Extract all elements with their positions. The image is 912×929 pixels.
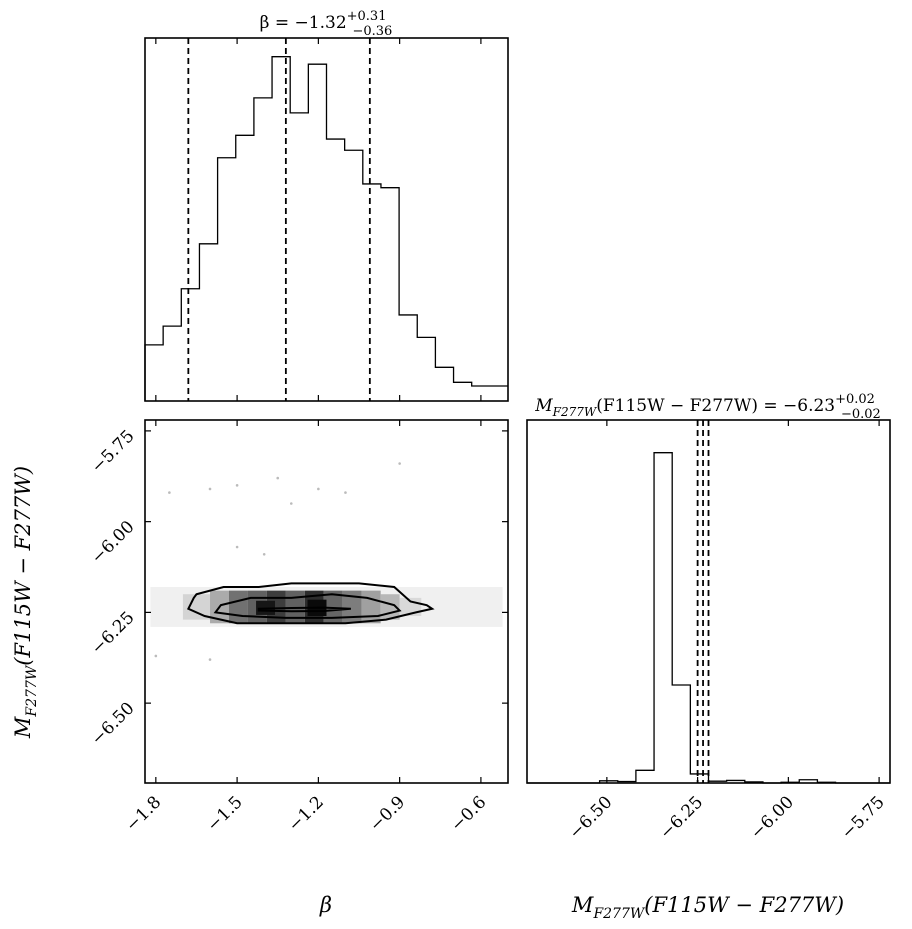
magnitude-histogram-panel: MF277W(F115W − F277W) = −6.23+0.02 −0.02 … — [526, 392, 891, 922]
beta-x-axis-label: β — [319, 893, 332, 917]
magnitude-y-tick-label-3: −6.50 — [88, 699, 139, 750]
beta-title: β = −1.32+0.31 −0.36 — [260, 9, 393, 39]
outlier-point-3 — [276, 476, 280, 480]
density-cell-2 — [228, 590, 248, 624]
magnitude-title: MF277W(F115W − F277W) = −6.23+0.02 −0.02 — [534, 392, 881, 422]
magnitude-x-tick-label-2: −6.00 — [747, 792, 798, 843]
magnitude-x-tick-label-0: −6.50 — [565, 792, 616, 843]
beta-tick-label-2: −1.2 — [285, 792, 328, 835]
outlier-point-10 — [208, 658, 212, 661]
beta-quantile-lines — [187, 38, 371, 401]
density-cell-8 — [342, 590, 362, 624]
magnitude-histogram-ticks — [606, 420, 880, 783]
outlier-point-9 — [154, 654, 158, 658]
magnitude-y-tick-labels: −5.75 −6.00 −6.25 −6.50 — [88, 426, 139, 749]
magnitude-x-axis-label: MF277W(F115W − F277W) — [571, 893, 844, 922]
outlier-point-0 — [168, 491, 171, 494]
joint-outlier-points — [154, 462, 496, 661]
beta-tick-label-3: −0.9 — [366, 792, 409, 835]
beta-x-tick-labels: −1.8 −1.5 −1.2 −0.9 −0.6 — [122, 792, 490, 835]
contour-core — [257, 606, 351, 613]
contour-outer — [186, 582, 435, 625]
contour-inner — [213, 593, 402, 619]
magnitude-y-axis-label: MF277W(F115W − F277W) — [11, 466, 40, 739]
joint-axis-ticks — [145, 420, 508, 783]
beta-histogram-frame — [144, 37, 509, 402]
outlier-point-6 — [289, 502, 293, 505]
magnitude-quantile-lines — [696, 420, 710, 783]
outlier-point-8 — [262, 553, 266, 556]
magnitude-x-tick-label-3: −5.75 — [838, 792, 889, 843]
beta-tick-label-4: −0.6 — [447, 792, 490, 835]
joint-density-cells — [150, 586, 503, 627]
magnitude-histogram-frame — [526, 419, 891, 784]
magnitude-y-tick-label-2: −6.25 — [88, 608, 139, 659]
joint-density-frame — [144, 419, 509, 784]
magnitude-y-tick-label-1: −6.00 — [88, 517, 139, 568]
outlier-point-13 — [344, 491, 347, 494]
joint-density-contours — [186, 582, 435, 625]
beta-histogram-steps — [144, 56, 508, 401]
outlier-point-4 — [317, 487, 320, 491]
outlier-point-7 — [235, 545, 239, 549]
beta-tick-label-0: −1.8 — [122, 792, 165, 835]
beta-tick-label-1: −1.5 — [203, 792, 246, 835]
joint-density-panel: −1.8 −1.5 −1.2 −0.9 −0.6 −5.75 −6.00 −6.25 −6.5… — [11, 419, 509, 917]
outlier-point-1 — [208, 487, 212, 491]
magnitude-x-tick-label-1: −6.25 — [656, 792, 707, 843]
density-cell-9 — [361, 590, 381, 624]
density-cell-7 — [323, 590, 343, 624]
beta-histogram-panel: β = −1.32+0.31 −0.36 — [144, 9, 509, 402]
beta-histogram-ticks — [155, 38, 482, 401]
magnitude-y-tick-label-0: −5.75 — [88, 426, 139, 477]
outlier-point-5 — [398, 462, 401, 465]
outlier-point-2 — [235, 484, 239, 487]
magnitude-x-tick-labels: −6.50 −6.25 −6.00 −5.75 — [565, 792, 888, 843]
